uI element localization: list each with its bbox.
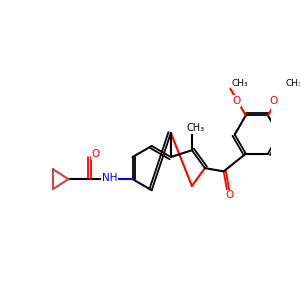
Text: O: O bbox=[232, 96, 240, 106]
Text: CH₃: CH₃ bbox=[285, 79, 300, 88]
Text: O: O bbox=[91, 149, 100, 159]
Text: O: O bbox=[269, 96, 278, 106]
Text: O: O bbox=[225, 190, 233, 200]
Text: NH: NH bbox=[102, 173, 117, 183]
Text: CH₃: CH₃ bbox=[231, 79, 248, 88]
Text: CH₃: CH₃ bbox=[187, 123, 205, 134]
